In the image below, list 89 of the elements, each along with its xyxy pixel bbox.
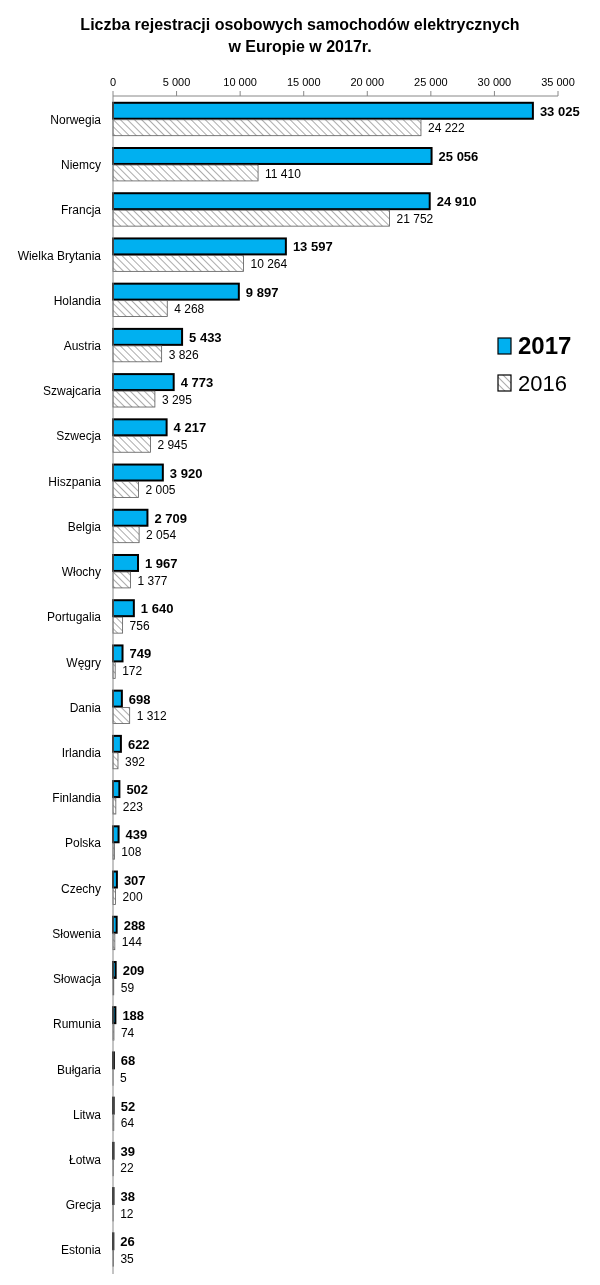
x-tick-label: 25 000 bbox=[414, 76, 448, 88]
data-label: 22 bbox=[120, 1161, 134, 1176]
y-tick-label: Łotwa bbox=[68, 1153, 102, 1168]
y-tick-label: Portugalia bbox=[46, 610, 102, 625]
data-label: 502 bbox=[126, 782, 149, 798]
y-tick-label: Wielka Brytania bbox=[17, 248, 102, 263]
x-tick-label: 10 000 bbox=[223, 76, 257, 88]
y-tick-label: Słowenia bbox=[52, 926, 102, 941]
data-label: 288 bbox=[123, 917, 146, 933]
y-tick-label: Polska bbox=[64, 836, 102, 851]
y-tick-label: Szwajcaria bbox=[42, 384, 102, 399]
y-tick-label: Litwa bbox=[72, 1107, 102, 1122]
chart-title: Liczba rejestracji osobowych samochodów elektrycznych w Europie w 2017r. bbox=[80, 16, 520, 55]
legend-label: 2016 bbox=[518, 370, 567, 396]
data-label: 4 773 bbox=[180, 375, 214, 391]
data-label: 24 910 bbox=[436, 194, 477, 210]
y-tick-label: Bułgaria bbox=[56, 1062, 102, 1077]
data-label: 13 597 bbox=[292, 239, 333, 255]
y-tick-label: Francja bbox=[60, 203, 102, 218]
data-label: 35 bbox=[120, 1251, 135, 1266]
x-tick-label: 30 000 bbox=[477, 76, 512, 88]
data-label: 68 bbox=[120, 1053, 136, 1069]
data-label: 25 056 bbox=[438, 149, 479, 165]
y-tick-label: Irlandia bbox=[61, 746, 102, 761]
data-label: 26 bbox=[120, 1234, 135, 1250]
data-label: 38 bbox=[120, 1189, 135, 1205]
data-label: 5 bbox=[120, 1071, 128, 1086]
data-label: 108 bbox=[121, 844, 142, 859]
data-label: 144 bbox=[121, 935, 143, 950]
x-tick-label: 5 000 bbox=[162, 76, 191, 88]
x-tick-label: 20 000 bbox=[350, 76, 385, 88]
data-label: 698 bbox=[128, 691, 151, 707]
y-tick-label: Estonia bbox=[60, 1243, 102, 1258]
y-tick-label: Hiszpania bbox=[48, 474, 102, 489]
y-tick-label: Słowacja bbox=[52, 972, 102, 987]
data-label: 74 bbox=[120, 1025, 135, 1040]
y-tick-label: Austria bbox=[63, 339, 102, 354]
y-tick-label: Dania bbox=[69, 700, 102, 715]
data-label: 52 bbox=[120, 1098, 136, 1114]
data-label: 12 bbox=[120, 1206, 134, 1221]
data-label: 2 054 bbox=[146, 528, 177, 543]
data-label: 756 bbox=[129, 618, 150, 633]
y-tick-label: Niemcy bbox=[60, 158, 101, 173]
data-label: 3 920 bbox=[169, 465, 203, 481]
x-tick-label: 0 bbox=[109, 76, 117, 88]
data-label: 3 826 bbox=[168, 347, 199, 362]
y-tick-label: Czechy bbox=[60, 881, 101, 896]
data-label: 749 bbox=[129, 646, 152, 662]
data-label: 3 295 bbox=[161, 392, 193, 407]
data-label: 209 bbox=[122, 963, 145, 979]
data-label: 172 bbox=[122, 664, 143, 679]
data-label: 33 025 bbox=[539, 103, 580, 119]
y-tick-label: Grecja bbox=[65, 1198, 102, 1213]
data-label: 2 945 bbox=[157, 437, 188, 452]
data-label: 4 268 bbox=[174, 302, 205, 317]
data-label: 622 bbox=[127, 736, 150, 752]
y-tick-label: Szwecja bbox=[56, 429, 102, 444]
data-label: 5 433 bbox=[189, 329, 222, 345]
y-tick-label: Finlandia bbox=[52, 791, 102, 806]
data-label: 11 410 bbox=[265, 166, 302, 181]
y-tick-label: Norwegia bbox=[50, 112, 102, 127]
data-label: 223 bbox=[122, 799, 144, 814]
data-label: 1 377 bbox=[137, 573, 168, 588]
data-label: 392 bbox=[124, 754, 146, 769]
y-tick-label: Rumunia bbox=[52, 1017, 102, 1032]
data-label: 10 264 bbox=[250, 257, 288, 272]
data-label: 4 217 bbox=[173, 420, 207, 436]
y-tick-label: Włochy bbox=[61, 565, 101, 580]
x-tick-label: 35 000 bbox=[541, 76, 575, 88]
data-label: 2 005 bbox=[145, 483, 176, 498]
y-tick-label: Holandia bbox=[53, 293, 102, 308]
data-label: 9 897 bbox=[245, 284, 279, 300]
data-label: 439 bbox=[125, 827, 148, 843]
data-label: 188 bbox=[122, 1008, 145, 1024]
data-label: 1 640 bbox=[140, 601, 174, 617]
x-tick-label: 15 000 bbox=[286, 76, 321, 88]
data-label: 307 bbox=[123, 872, 146, 888]
data-label: 64 bbox=[120, 1116, 135, 1131]
data-label: 1 312 bbox=[136, 709, 168, 724]
data-label: 200 bbox=[122, 890, 143, 905]
legend-label: 2017 bbox=[518, 332, 572, 360]
data-label: 2 709 bbox=[154, 510, 187, 526]
data-label: 24 222 bbox=[427, 121, 465, 136]
y-tick-label: Belgia bbox=[67, 519, 102, 534]
data-label: 39 bbox=[120, 1143, 135, 1159]
data-label: 59 bbox=[120, 980, 135, 995]
data-label: 1 967 bbox=[145, 556, 178, 572]
y-tick-label: Węgry bbox=[66, 655, 101, 670]
data-label: 21 752 bbox=[396, 211, 434, 226]
